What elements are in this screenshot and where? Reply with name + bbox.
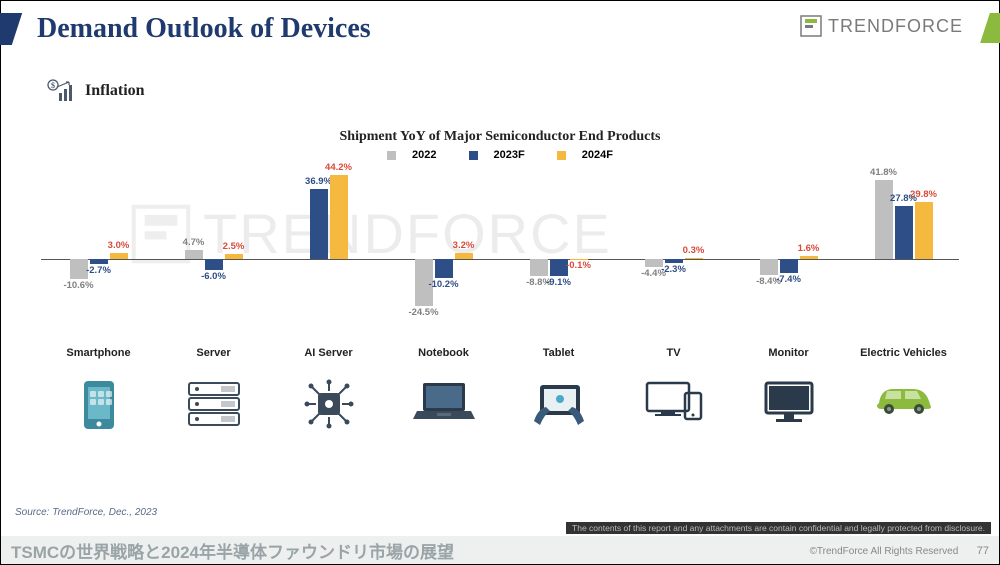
bar [800,256,818,259]
bar-value-label: -9.1% [539,277,579,288]
bar [455,253,473,259]
page-title: Demand Outlook of Devices [37,13,371,45]
bar-group: -4.4%-2.3%0.3% [616,169,731,339]
bar-value-label: -2.3% [654,264,694,275]
bar [330,175,348,259]
page-number: 77 [977,545,989,557]
bar [530,259,548,276]
bar-value-label: 3.0% [99,240,139,251]
right-accent [980,13,1000,43]
brand-name: TRENDFORCE [828,16,963,37]
category-label: Notebook [394,347,494,359]
category-label: Smartphone [49,347,149,359]
bar [205,259,223,270]
bar-group: -8.8%-9.1%-0.1% [501,169,616,339]
bar [895,206,913,259]
chart-area: -10.6%-2.7%3.0%4.7%-6.0%2.5%36.9%44.2%-2… [41,169,959,339]
bar [665,259,683,263]
bar [875,180,893,259]
bar-group: 41.8%27.8%29.8% [846,169,961,339]
bar-value-label: -7.4% [769,274,809,285]
bar-value-label: -0.1% [559,260,599,271]
category-label: Electric Vehicles [854,347,954,359]
bar-value-label: 0.3% [674,245,714,256]
bar-value-label: 3.2% [444,240,484,251]
inflation-icon: $ [47,79,75,103]
bar-value-label: -24.5% [404,307,444,318]
smartphone-icon [49,379,149,436]
chart-title: Shipment YoY of Major Semiconductor End … [1,129,999,145]
bar-value-label: 44.2% [319,162,359,173]
ev-icon [854,379,954,424]
source-note: Source: TrendForce, Dec., 2023 [15,507,157,518]
bar [225,254,243,259]
category-label: Monitor [739,347,839,359]
header: Demand Outlook of Devices TRENDFORCE [1,1,999,59]
bar-value-label: 1.6% [789,243,829,254]
footer: TSMCの世界戦略と2024年半導体ファウンドリ市場の展望 ©TrendForc… [1,536,999,564]
title-bar: Demand Outlook of Devices [1,13,371,45]
bar-group: 4.7% -6.0% 2.5% [156,169,271,339]
svg-text:$: $ [51,81,55,90]
bar-value-label: -2.7% [79,265,119,276]
bar-value-label: 2.5% [214,241,254,252]
bar [185,250,203,259]
category-label: TV [624,347,724,359]
bar-value-label: -10.2% [424,279,464,290]
notebook-icon [394,379,494,428]
legend-label: 2022 [412,149,436,161]
bar [685,258,703,259]
disclaimer: The contents of this report and any atta… [566,522,991,534]
monitor-icon [739,379,839,432]
title-accent [0,13,22,45]
legend-item: 2023F [461,149,533,161]
bar-value-label: -10.6% [59,280,99,291]
bar-group: -24.5% -10.2% 3.2% [386,169,501,339]
legend-swatch [557,151,566,160]
legend-swatch [387,151,396,160]
trendforce-icon [800,15,822,37]
bar [435,259,453,278]
category-label: Tablet [509,347,609,359]
bar [110,253,128,259]
bar [760,259,778,275]
footer-subtitle: TSMCの世界戦略と2024年半導体ファウンドリ市場の展望 [11,538,454,563]
bar-value-label: 41.8% [864,167,904,178]
section-label: $ Inflation [47,79,145,103]
bar [90,259,108,264]
section-label-text: Inflation [85,82,145,100]
category-label: AI Server [279,347,379,359]
server-icon [164,379,264,434]
bar-group: -8.4%-7.4%1.6% [731,169,846,339]
bar [780,259,798,273]
legend-label: 2024F [582,149,613,161]
bar-group: 36.9%44.2% [271,169,386,339]
bar [310,189,328,259]
tablet-icon [509,379,609,434]
brand-logo: TRENDFORCE [800,15,963,37]
chart-legend: 2022 2023F 2024F [1,149,999,161]
bar-value-label: 4.7% [174,237,214,248]
legend-item: 2024F [549,149,621,161]
legend-swatch [469,151,478,160]
bar-group: -10.6% -2.7% 3.0% [41,169,156,339]
category-label: Server [164,347,264,359]
legend-label: 2023F [494,149,525,161]
tv-icon [624,379,724,430]
bar-value-label: -6.0% [194,271,234,282]
legend-item: 2022 [379,149,444,161]
footer-copyright: ©TrendForce All Rights Reserved [810,546,959,557]
bar [915,202,933,259]
ai-server-icon [279,379,379,434]
bar-value-label: 29.8% [904,189,944,200]
device-icons-row [41,379,959,441]
